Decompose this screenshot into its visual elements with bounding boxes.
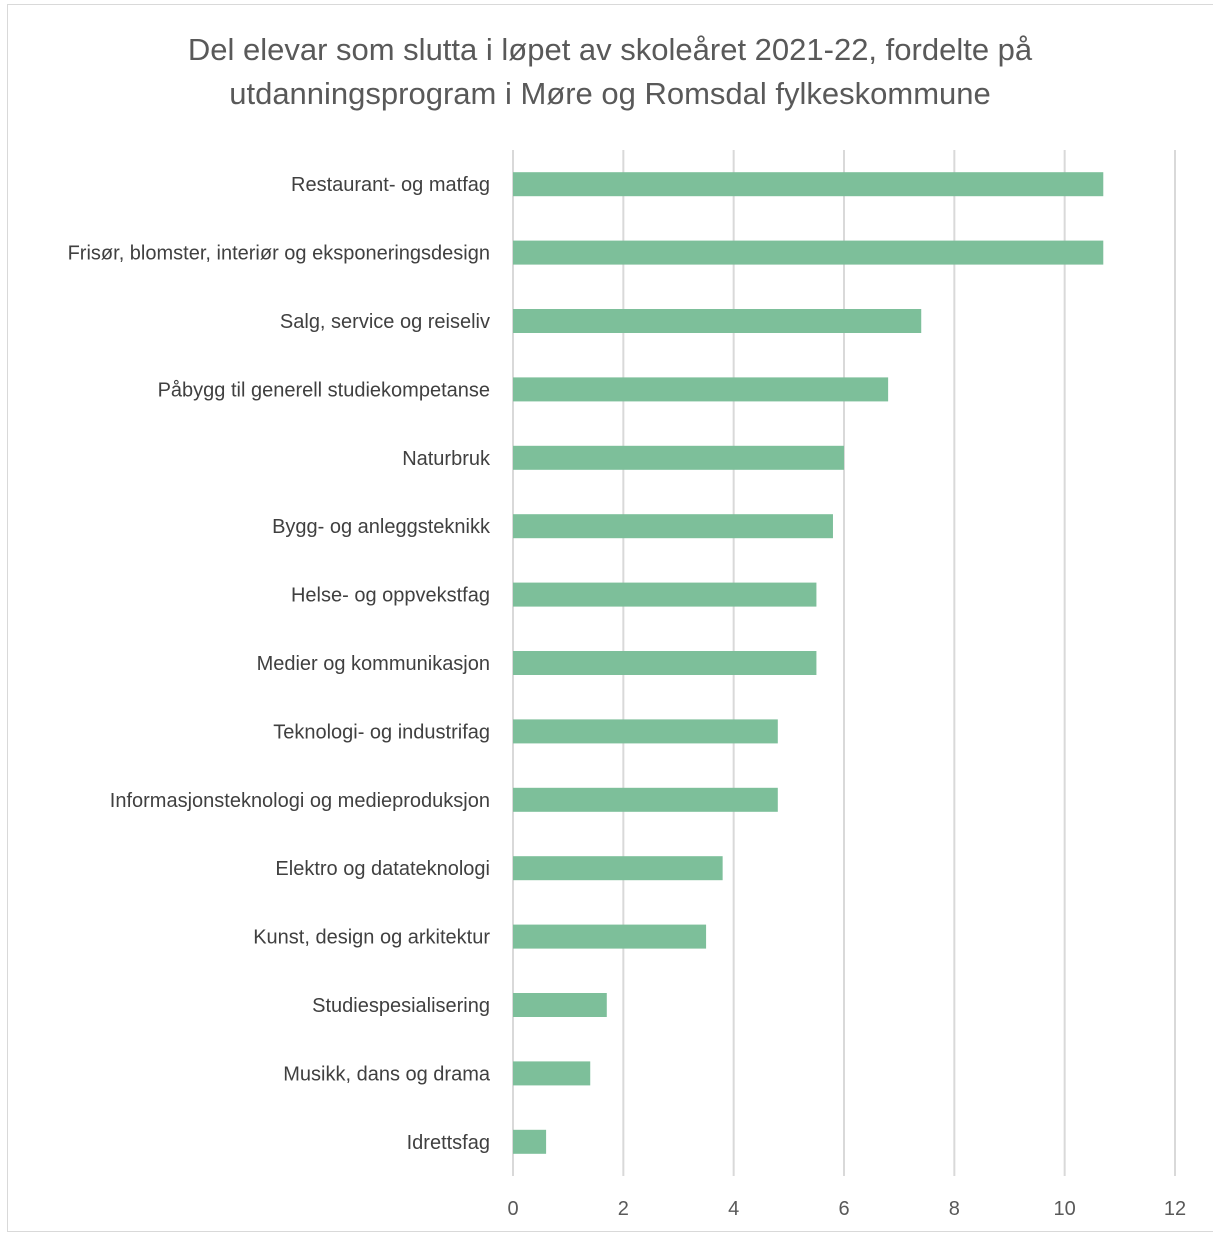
bar [513,924,707,949]
category-label: Elektro og datateknologi [275,858,490,880]
bar [513,856,723,881]
bar [513,1129,547,1154]
category-label: Teknologi- og industrifag [273,721,490,743]
category-label: Idrettsfag [407,1132,490,1154]
category-label: Informasjonsteknologi og medieproduksjon [110,790,490,812]
x-tick-label: 6 [838,1198,849,1220]
bar [513,651,817,675]
chart-frame [7,4,1213,1232]
category-label: Helse- og oppvekstfag [291,585,490,607]
category-labels: Restaurant- og matfag Frisør, blomster, i… [68,174,491,1154]
category-label: Salg, service og reiseliv [280,311,490,333]
category-label: Naturbruk [402,448,491,470]
category-label: Musikk, dans og drama [283,1063,491,1085]
bar [513,172,1104,197]
bar [513,993,607,1017]
bar [513,582,817,607]
category-label: Kunst, design og arkitektur [253,927,490,949]
x-tick-label: 10 [1054,1198,1076,1220]
bar [513,445,844,470]
bars [513,172,1104,1154]
chart-title: Del elevar som slutta i løpet av skoleår… [60,28,1160,116]
bar [513,240,1104,265]
category-label: Studiespesialisering [312,995,490,1017]
chart-title-line-2: utdanningsprogram i Møre og Romsdal fylk… [229,76,991,111]
category-label: Bygg- og anleggsteknikk [272,516,491,538]
x-tick-label: 0 [507,1198,518,1220]
x-tick-label: 8 [949,1198,960,1220]
x-tick-label: 4 [728,1198,739,1220]
bar [513,514,833,539]
bar [513,719,778,744]
bar [513,787,778,812]
bar [513,309,922,333]
bar [513,1061,591,1086]
x-tick-label: 12 [1164,1198,1186,1220]
x-tick-label: 2 [618,1198,629,1220]
bar [513,377,889,402]
category-label: Medier og kommunikasjon [257,653,490,675]
category-label: Frisør, blomster, interiør og eksponerin… [68,243,490,265]
category-label: Påbygg til generell studiekompetanse [158,379,490,401]
x-tick-labels: 0 2 4 6 8 10 12 [507,1198,1186,1220]
category-label: Restaurant- og matfag [291,174,490,196]
chart-title-line-1: Del elevar som slutta i løpet av skoleår… [187,32,1033,67]
